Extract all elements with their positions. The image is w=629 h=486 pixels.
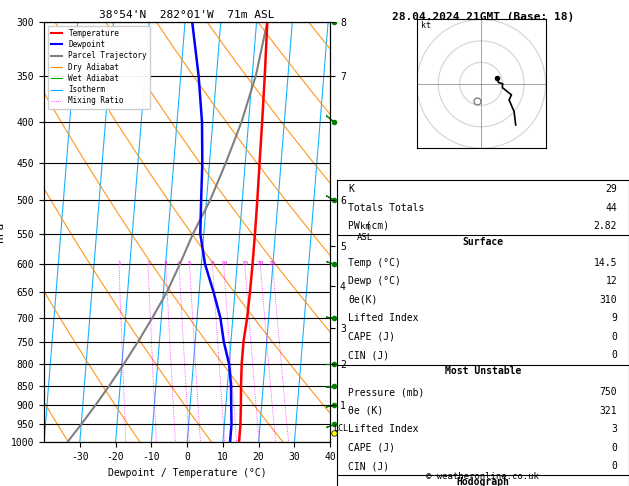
Text: 20: 20	[257, 261, 264, 266]
Text: Temp (°C): Temp (°C)	[348, 258, 401, 268]
Text: 28.04.2024 21GMT (Base: 18): 28.04.2024 21GMT (Base: 18)	[392, 12, 574, 22]
Text: 10: 10	[220, 261, 228, 266]
Text: θe (K): θe (K)	[348, 406, 384, 416]
Text: K: K	[348, 184, 354, 194]
Text: 3: 3	[611, 424, 617, 434]
Text: CIN (J): CIN (J)	[348, 350, 389, 360]
Text: kt: kt	[421, 21, 431, 30]
Title: 38°54'N  282°01'W  71m ASL: 38°54'N 282°01'W 71m ASL	[99, 10, 275, 20]
Text: 310: 310	[599, 295, 617, 305]
Text: 0: 0	[611, 332, 617, 342]
Text: 8: 8	[211, 261, 214, 266]
Text: Surface: Surface	[462, 237, 503, 247]
Text: CAPE (J): CAPE (J)	[348, 332, 395, 342]
Text: 2.82: 2.82	[594, 221, 617, 231]
Text: Lifted Index: Lifted Index	[348, 313, 419, 323]
Text: 29: 29	[606, 184, 617, 194]
Text: LCL: LCL	[333, 423, 348, 433]
Text: CIN (J): CIN (J)	[348, 461, 389, 471]
Text: PW (cm): PW (cm)	[348, 221, 389, 231]
X-axis label: Dewpoint / Temperature (°C): Dewpoint / Temperature (°C)	[108, 468, 267, 478]
Text: Most Unstable: Most Unstable	[445, 366, 521, 376]
Text: 9: 9	[611, 313, 617, 323]
Text: Lifted Index: Lifted Index	[348, 424, 419, 434]
Text: 321: 321	[599, 406, 617, 416]
Y-axis label: hPa: hPa	[0, 222, 5, 242]
Text: 750: 750	[599, 387, 617, 397]
Text: 2: 2	[146, 261, 150, 266]
Text: 0: 0	[611, 443, 617, 452]
Text: © weatheronline.co.uk: © weatheronline.co.uk	[426, 472, 539, 481]
Text: 12: 12	[606, 277, 617, 286]
Text: Totals Totals: Totals Totals	[348, 203, 425, 212]
Text: CAPE (J): CAPE (J)	[348, 443, 395, 452]
Text: 25: 25	[269, 261, 276, 266]
Text: Dewp (°C): Dewp (°C)	[348, 277, 401, 286]
Text: 0: 0	[611, 461, 617, 471]
Text: Hodograph: Hodograph	[456, 477, 509, 486]
Text: 3: 3	[164, 261, 168, 266]
Text: θe(K): θe(K)	[348, 295, 377, 305]
Text: 4: 4	[177, 261, 181, 266]
Text: 44: 44	[606, 203, 617, 212]
Text: 1: 1	[117, 261, 121, 266]
Text: Pressure (mb): Pressure (mb)	[348, 387, 425, 397]
Y-axis label: km
ASL: km ASL	[357, 223, 374, 242]
Text: 14.5: 14.5	[594, 258, 617, 268]
Text: 5: 5	[187, 261, 191, 266]
Text: 15: 15	[241, 261, 248, 266]
Legend: Temperature, Dewpoint, Parcel Trajectory, Dry Adiabat, Wet Adiabat, Isotherm, Mi: Temperature, Dewpoint, Parcel Trajectory…	[48, 26, 150, 108]
Text: 0: 0	[611, 350, 617, 360]
